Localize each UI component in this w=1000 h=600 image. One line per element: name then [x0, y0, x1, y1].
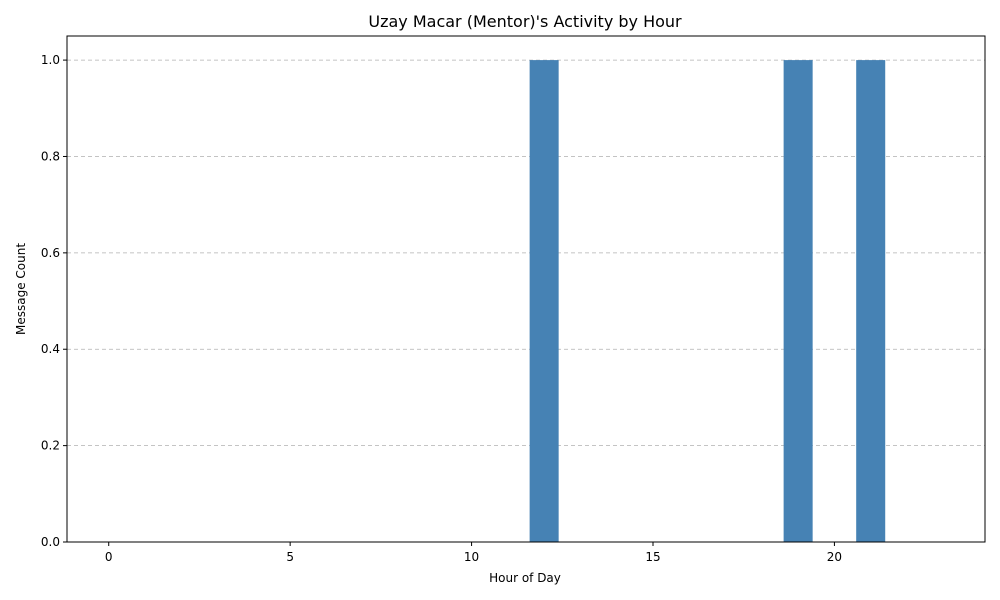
y-tick-label: 0.6: [41, 246, 60, 260]
y-tick-label: 0.8: [41, 149, 60, 163]
chart-title: Uzay Macar (Mentor)'s Activity by Hour: [368, 12, 682, 31]
x-tick-label: 5: [286, 550, 294, 564]
x-tick-label: 20: [827, 550, 842, 564]
x-tick-label: 10: [464, 550, 479, 564]
x-tick-label: 0: [105, 550, 113, 564]
x-axis-title: Hour of Day: [489, 571, 561, 585]
y-grid: [67, 59, 985, 447]
y-tick-label: 0.0: [41, 535, 60, 549]
y-tick-label: 0.4: [41, 342, 60, 356]
bars: [529, 60, 886, 542]
bar-hour-12: [529, 60, 559, 542]
plot-frame: [66, 35, 986, 543]
y-axis-title: Message Count: [14, 243, 28, 335]
x-axis-ticks: 0 5 10 15 20: [105, 542, 842, 564]
y-tick-label: 0.2: [41, 439, 60, 453]
bar-hour-19: [783, 60, 813, 542]
bar-hour-21: [856, 60, 886, 542]
x-tick-label: 15: [645, 550, 660, 564]
y-tick-label: 1.0: [41, 53, 60, 67]
y-axis-ticks: 0.0 0.2 0.4 0.6 0.8 1.0: [41, 53, 67, 549]
